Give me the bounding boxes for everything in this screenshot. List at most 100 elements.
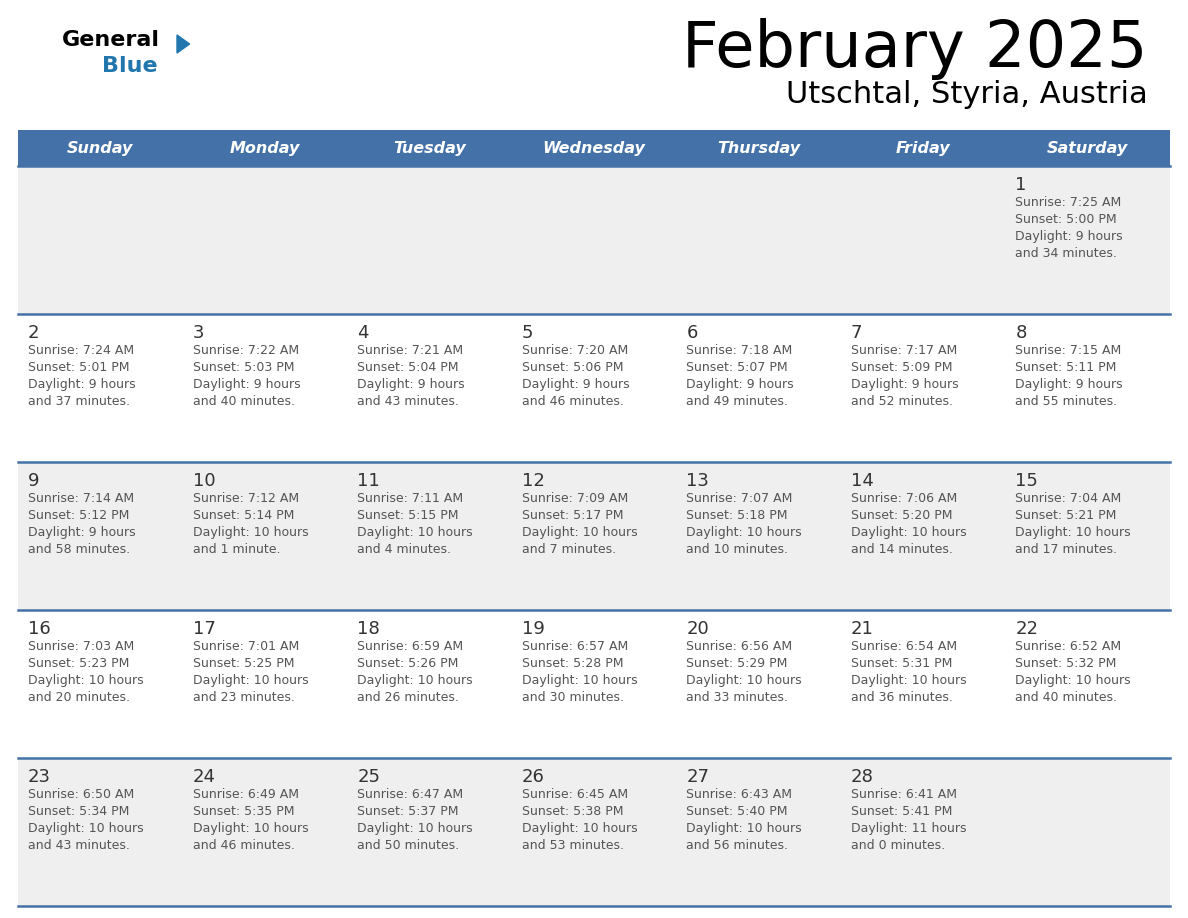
Text: Sunset: 5:23 PM: Sunset: 5:23 PM (29, 657, 129, 670)
Text: and 17 minutes.: and 17 minutes. (1016, 543, 1118, 556)
Text: 15: 15 (1016, 472, 1038, 490)
Text: Sunrise: 7:01 AM: Sunrise: 7:01 AM (192, 640, 299, 653)
Text: Sunset: 5:11 PM: Sunset: 5:11 PM (1016, 361, 1117, 374)
Text: Sunset: 5:01 PM: Sunset: 5:01 PM (29, 361, 129, 374)
Text: Sunday: Sunday (67, 140, 133, 155)
Text: Daylight: 10 hours: Daylight: 10 hours (29, 674, 144, 687)
Text: and 7 minutes.: and 7 minutes. (522, 543, 615, 556)
Text: 23: 23 (29, 768, 51, 786)
Text: 11: 11 (358, 472, 380, 490)
Text: Daylight: 10 hours: Daylight: 10 hours (1016, 526, 1131, 539)
Text: and 40 minutes.: and 40 minutes. (192, 395, 295, 408)
Text: 5: 5 (522, 324, 533, 342)
Text: and 56 minutes.: and 56 minutes. (687, 839, 789, 852)
Text: Saturday: Saturday (1047, 140, 1129, 155)
Text: Daylight: 10 hours: Daylight: 10 hours (687, 526, 802, 539)
Text: 21: 21 (851, 620, 873, 638)
Text: and 34 minutes.: and 34 minutes. (1016, 247, 1117, 260)
Text: 14: 14 (851, 472, 873, 490)
Text: 2: 2 (29, 324, 39, 342)
Text: Sunrise: 7:04 AM: Sunrise: 7:04 AM (1016, 492, 1121, 505)
Text: Daylight: 9 hours: Daylight: 9 hours (1016, 230, 1123, 243)
Text: Sunrise: 7:07 AM: Sunrise: 7:07 AM (687, 492, 792, 505)
Text: Daylight: 10 hours: Daylight: 10 hours (192, 822, 308, 835)
Text: Daylight: 9 hours: Daylight: 9 hours (522, 378, 630, 391)
Text: Sunset: 5:12 PM: Sunset: 5:12 PM (29, 509, 129, 522)
Text: Sunset: 5:09 PM: Sunset: 5:09 PM (851, 361, 953, 374)
Text: Sunset: 5:41 PM: Sunset: 5:41 PM (851, 805, 953, 818)
Text: and 46 minutes.: and 46 minutes. (522, 395, 624, 408)
Text: 12: 12 (522, 472, 544, 490)
Text: Wednesday: Wednesday (543, 140, 645, 155)
Text: 10: 10 (192, 472, 215, 490)
Text: and 26 minutes.: and 26 minutes. (358, 691, 459, 704)
Text: Thursday: Thursday (718, 140, 801, 155)
Text: 4: 4 (358, 324, 368, 342)
Text: Daylight: 10 hours: Daylight: 10 hours (522, 526, 637, 539)
Text: 9: 9 (29, 472, 39, 490)
Text: Daylight: 9 hours: Daylight: 9 hours (851, 378, 959, 391)
Text: Daylight: 9 hours: Daylight: 9 hours (1016, 378, 1123, 391)
Bar (18, 610, 1170, 758)
Bar (18, 314, 1170, 462)
Text: Sunset: 5:06 PM: Sunset: 5:06 PM (522, 361, 624, 374)
Text: 7: 7 (851, 324, 862, 342)
Text: and 46 minutes.: and 46 minutes. (192, 839, 295, 852)
Text: Sunrise: 7:15 AM: Sunrise: 7:15 AM (1016, 344, 1121, 357)
Text: Daylight: 10 hours: Daylight: 10 hours (687, 822, 802, 835)
Text: Sunrise: 6:43 AM: Sunrise: 6:43 AM (687, 788, 792, 801)
Text: and 30 minutes.: and 30 minutes. (522, 691, 624, 704)
Text: and 43 minutes.: and 43 minutes. (29, 839, 129, 852)
Text: Blue: Blue (102, 56, 158, 76)
Text: and 40 minutes.: and 40 minutes. (1016, 691, 1118, 704)
Text: Friday: Friday (896, 140, 950, 155)
Text: Sunset: 5:28 PM: Sunset: 5:28 PM (522, 657, 624, 670)
Text: 20: 20 (687, 620, 709, 638)
Text: Sunset: 5:14 PM: Sunset: 5:14 PM (192, 509, 293, 522)
Text: Daylight: 9 hours: Daylight: 9 hours (29, 526, 135, 539)
Text: Sunrise: 6:45 AM: Sunrise: 6:45 AM (522, 788, 627, 801)
Text: and 23 minutes.: and 23 minutes. (192, 691, 295, 704)
Text: Sunrise: 7:09 AM: Sunrise: 7:09 AM (522, 492, 628, 505)
Text: and 10 minutes.: and 10 minutes. (687, 543, 789, 556)
Text: Daylight: 10 hours: Daylight: 10 hours (358, 822, 473, 835)
Text: Sunset: 5:20 PM: Sunset: 5:20 PM (851, 509, 953, 522)
Text: Sunrise: 7:17 AM: Sunrise: 7:17 AM (851, 344, 958, 357)
Text: Daylight: 10 hours: Daylight: 10 hours (522, 674, 637, 687)
Text: and 4 minutes.: and 4 minutes. (358, 543, 451, 556)
Text: and 53 minutes.: and 53 minutes. (522, 839, 624, 852)
Text: Sunset: 5:37 PM: Sunset: 5:37 PM (358, 805, 459, 818)
Text: Daylight: 9 hours: Daylight: 9 hours (29, 378, 135, 391)
Text: Sunrise: 7:18 AM: Sunrise: 7:18 AM (687, 344, 792, 357)
Text: Sunrise: 7:25 AM: Sunrise: 7:25 AM (1016, 196, 1121, 209)
Text: and 14 minutes.: and 14 minutes. (851, 543, 953, 556)
Text: 24: 24 (192, 768, 215, 786)
Text: Sunset: 5:25 PM: Sunset: 5:25 PM (192, 657, 295, 670)
Text: Sunset: 5:31 PM: Sunset: 5:31 PM (851, 657, 953, 670)
Text: Daylight: 9 hours: Daylight: 9 hours (192, 378, 301, 391)
Text: 13: 13 (687, 472, 709, 490)
Text: 19: 19 (522, 620, 544, 638)
Text: 28: 28 (851, 768, 873, 786)
Text: Monday: Monday (229, 140, 301, 155)
Text: Sunset: 5:15 PM: Sunset: 5:15 PM (358, 509, 459, 522)
Bar (18, 130, 1170, 166)
Bar (18, 462, 1170, 610)
Text: and 37 minutes.: and 37 minutes. (29, 395, 129, 408)
Text: Tuesday: Tuesday (393, 140, 466, 155)
Text: Sunrise: 6:49 AM: Sunrise: 6:49 AM (192, 788, 298, 801)
Text: 18: 18 (358, 620, 380, 638)
Text: Sunset: 5:34 PM: Sunset: 5:34 PM (29, 805, 129, 818)
Text: Sunrise: 7:22 AM: Sunrise: 7:22 AM (192, 344, 298, 357)
Text: Daylight: 10 hours: Daylight: 10 hours (1016, 674, 1131, 687)
Text: Sunset: 5:03 PM: Sunset: 5:03 PM (192, 361, 295, 374)
Text: Daylight: 10 hours: Daylight: 10 hours (522, 822, 637, 835)
Text: Sunset: 5:21 PM: Sunset: 5:21 PM (1016, 509, 1117, 522)
Text: General: General (62, 30, 160, 50)
Text: Sunrise: 6:52 AM: Sunrise: 6:52 AM (1016, 640, 1121, 653)
Text: and 43 minutes.: and 43 minutes. (358, 395, 459, 408)
Text: Daylight: 9 hours: Daylight: 9 hours (358, 378, 465, 391)
Text: Daylight: 10 hours: Daylight: 10 hours (29, 822, 144, 835)
Text: Sunrise: 6:56 AM: Sunrise: 6:56 AM (687, 640, 792, 653)
Text: Sunrise: 7:21 AM: Sunrise: 7:21 AM (358, 344, 463, 357)
